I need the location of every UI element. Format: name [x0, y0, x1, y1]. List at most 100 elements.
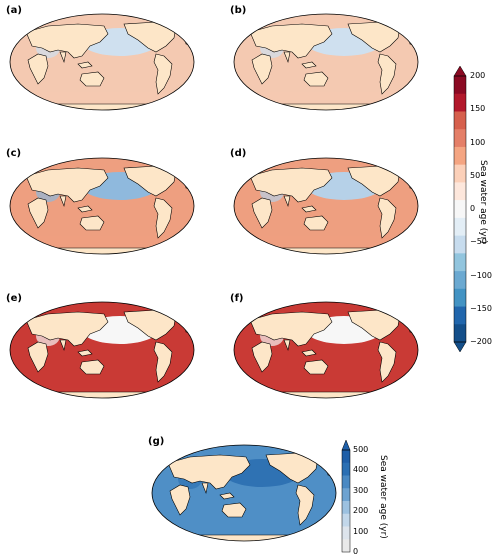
colorbar-segment — [454, 146, 466, 165]
land-mass — [303, 215, 329, 231]
southern-ocean-band — [152, 523, 336, 531]
land-mass — [317, 448, 331, 460]
colorbar-g-title: Sea water age (yr) — [378, 455, 388, 539]
colorbar-tick-label: 100 — [353, 526, 369, 536]
land-mass — [175, 161, 189, 173]
colorbar-arrow-bottom — [453, 341, 467, 353]
southern-ocean-band — [234, 236, 418, 244]
land-mass — [59, 195, 67, 208]
colorbar-g — [340, 438, 360, 556]
land-mass — [249, 167, 333, 203]
colorbar-tick-label: −200 — [470, 337, 492, 346]
colorbar-segment — [454, 129, 466, 148]
land-mass — [10, 103, 194, 110]
colorbar-frame — [341, 449, 351, 553]
land-mass — [152, 534, 336, 541]
colorbar-tick-label: 0 — [470, 204, 476, 213]
southern-ocean-band — [10, 92, 194, 100]
southern-ocean-band — [234, 92, 418, 100]
colorbar-segment — [342, 488, 350, 502]
colorbar-segment — [454, 288, 466, 307]
colorbar-main — [440, 60, 480, 360]
map-frame — [9, 13, 195, 111]
land-mass — [175, 305, 189, 317]
colorbar-segment — [454, 217, 466, 236]
colorbar-tick-label: 200 — [353, 506, 369, 516]
land-mass — [27, 197, 49, 229]
land-mass — [377, 341, 397, 383]
southern-ocean-band — [10, 380, 194, 388]
colorbar-segment — [454, 164, 466, 183]
colorbar-frame — [453, 75, 467, 343]
colorbar-segment — [454, 306, 466, 325]
land-mass — [167, 454, 251, 490]
map-frame — [233, 13, 419, 111]
world-map — [151, 444, 337, 542]
world-map — [9, 157, 195, 255]
colorbar-tick-label: 300 — [353, 485, 369, 495]
colorbar-segment — [454, 324, 466, 343]
land-mass — [377, 53, 397, 95]
panel-label: (f) — [230, 293, 244, 304]
colorbar-segment — [454, 93, 466, 112]
colorbar-segment — [454, 235, 466, 254]
colorbar-tick-label: 50 — [470, 170, 481, 180]
colorbar-tick-label: −100 — [470, 270, 492, 280]
colorbar-segment — [454, 200, 466, 219]
colorbar-g-svg — [341, 439, 351, 553]
colorbar-segment — [342, 462, 350, 476]
land-mass — [301, 61, 317, 69]
land-mass — [10, 247, 194, 254]
panel-label: (e) — [6, 293, 22, 304]
land-mass — [377, 197, 397, 239]
land-mass — [175, 17, 189, 29]
colorbar-segment — [342, 513, 350, 527]
colorbar-tick-label: −50 — [470, 237, 487, 247]
land-mass — [169, 484, 191, 516]
land-mass — [219, 492, 235, 500]
world-map — [9, 13, 195, 111]
colorbar-segment — [454, 76, 466, 95]
land-mass — [79, 71, 105, 87]
land-mass — [25, 311, 109, 347]
land-mass — [77, 61, 93, 69]
panel-label: (d) — [230, 148, 247, 159]
land-mass — [201, 482, 209, 495]
land-mass — [399, 161, 413, 173]
land-mass — [153, 197, 173, 239]
world-map — [233, 157, 419, 255]
land-mass — [251, 53, 273, 85]
land-mass — [234, 247, 418, 254]
world-map — [233, 301, 419, 399]
land-mass — [303, 71, 329, 87]
panel-label: (b) — [230, 5, 247, 16]
land-mass — [283, 339, 291, 352]
colorbar-tick-label: 500 — [353, 445, 369, 454]
land-mass — [59, 51, 67, 64]
panel-label: (g) — [148, 436, 165, 447]
colorbar-segment — [342, 450, 350, 464]
land-mass — [234, 103, 418, 110]
panel-label: (c) — [6, 148, 22, 159]
land-mass — [27, 341, 49, 373]
map-frame — [233, 157, 419, 255]
colorbar-segment — [454, 111, 466, 130]
colorbar-arrow-top — [341, 439, 351, 451]
land-mass — [27, 53, 49, 85]
colorbar-segment — [342, 526, 350, 540]
colorbar-arrow-top — [453, 65, 467, 77]
world-map — [9, 301, 195, 399]
world-map — [233, 13, 419, 111]
land-mass — [25, 167, 109, 203]
colorbar-segment — [454, 271, 466, 290]
land-mass — [249, 311, 333, 347]
southern-ocean-band — [10, 236, 194, 244]
land-mass — [283, 51, 291, 64]
land-mass — [77, 349, 93, 357]
colorbar-segment — [342, 475, 350, 489]
colorbar-tick-label: −150 — [470, 303, 492, 313]
colorbar-tick-label: 0 — [353, 547, 359, 556]
map-frame — [151, 444, 337, 542]
land-mass — [153, 53, 173, 95]
land-mass — [301, 349, 317, 357]
